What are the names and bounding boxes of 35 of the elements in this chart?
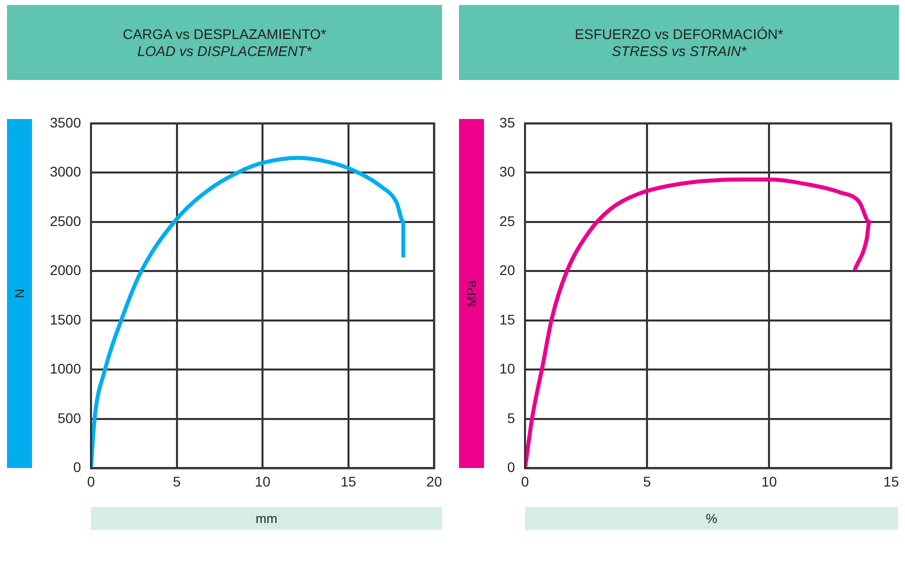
y-tick-label: 15 [499,311,516,328]
y-axis-title: N [12,288,27,298]
y-axis-title: MPa [464,280,480,307]
y-tick-label: 30 [499,164,516,180]
y-tick-label: 2500 [50,212,82,229]
x-axis-title: mm [91,507,442,530]
x-axis-title: % [525,507,898,530]
chart-title: CARGA vs DESPLAZAMIENTO* [122,26,326,42]
x-tick-label: 15 [340,473,356,490]
y-tick-label: 10 [499,360,516,377]
chart-subtitle: LOAD vs DISPLACEMENT* [137,42,312,60]
x-tick-label: 10 [254,473,271,490]
y-tick-label: 3000 [50,164,82,180]
x-tick-label: 20 [426,473,442,490]
y-tick-label: 3500 [50,114,82,130]
x-tick-label: 0 [521,473,530,490]
y-tick-label: 1500 [50,311,82,328]
line-series [525,178,872,468]
y-tick-label: 0 [507,459,516,476]
y-tick-label: 500 [58,410,82,426]
y-tick-label: 35 [499,114,516,130]
y-tick-label: 2000 [50,262,82,278]
y-tick-label: 20 [499,262,516,278]
y-tick-label: 5 [507,410,516,426]
y-tick-label: 0 [73,459,82,476]
y-tick-label: 25 [499,212,516,229]
x-tick-label: 0 [87,473,96,490]
x-tick-label: 5 [643,473,652,490]
chart-title: ESFUERZO vs DEFORMACIÓN* [574,26,784,42]
x-tick-label: 5 [172,473,181,490]
chart-subtitle: STRESS vs STRAIN* [612,42,746,60]
line-series [91,156,406,468]
x-tick-label: 10 [761,473,778,490]
y-tick-label: 1000 [50,360,82,377]
x-tick-label: 15 [883,473,900,490]
